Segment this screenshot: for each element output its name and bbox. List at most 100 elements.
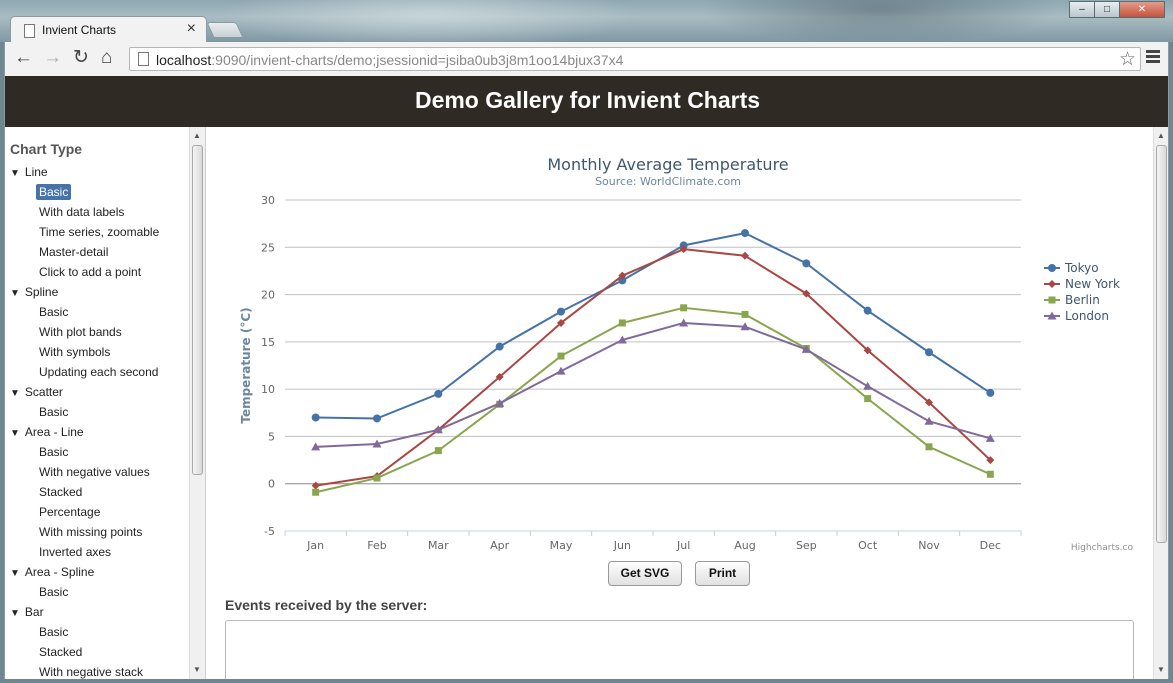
address-bar[interactable]: localhost:9090/invient-charts/demo;jsess… xyxy=(129,47,1141,71)
get-svg-button[interactable]: Get SVG xyxy=(608,561,682,586)
data-point xyxy=(618,271,627,280)
data-point xyxy=(986,470,994,478)
tree-category[interactable]: ▼ Spline xyxy=(10,285,58,299)
expand-arrow-icon[interactable]: ▼ xyxy=(10,428,20,439)
tree-item[interactable]: Updating each second xyxy=(39,365,158,379)
tree-item[interactable]: With symbols xyxy=(39,345,110,359)
tree-item-label: With negative values xyxy=(39,465,150,479)
tree-category[interactable]: ▼ Line xyxy=(10,165,48,179)
tree-item[interactable]: With negative stack xyxy=(39,665,143,679)
tree-item[interactable]: Time series, zoomable xyxy=(39,225,159,239)
url-text[interactable]: localhost:9090/invient-charts/demo;jsess… xyxy=(156,52,623,68)
page-header: Demo Gallery for Invient Charts xyxy=(5,76,1168,127)
y-tick-label: -5 xyxy=(264,525,275,538)
document-icon xyxy=(24,24,35,38)
tree-item[interactable]: Basic xyxy=(39,445,68,459)
tree-category-label: Area - Spline xyxy=(24,565,95,579)
expand-arrow-icon[interactable]: ▼ xyxy=(10,608,20,619)
data-point xyxy=(802,259,811,268)
tree-item[interactable]: With plot bands xyxy=(39,325,122,339)
star-icon[interactable]: ☆ xyxy=(1118,49,1136,70)
data-point xyxy=(434,389,443,398)
chart-credits: Highcharts.co xyxy=(1071,543,1134,553)
expand-arrow-icon[interactable]: ▼ xyxy=(10,168,20,179)
expand-arrow-icon[interactable]: ▼ xyxy=(10,288,20,299)
x-tick-label: May xyxy=(550,539,573,552)
tree-category-label: Spline xyxy=(24,285,59,299)
titlebar-decoration xyxy=(700,0,1060,42)
tree-category[interactable]: ▼ Bar xyxy=(10,605,44,619)
tree-item[interactable]: Basic xyxy=(39,405,68,419)
tree-item[interactable]: Basic xyxy=(39,625,68,639)
tree-item[interactable]: Master-detail xyxy=(39,245,108,259)
maximize-button[interactable]: □ xyxy=(1094,1,1120,18)
tree-item[interactable]: With data labels xyxy=(39,205,124,219)
expand-arrow-icon[interactable]: ▼ xyxy=(10,388,20,399)
data-point xyxy=(680,304,688,312)
page-scrollbar[interactable]: ▲ ▼ xyxy=(1153,127,1168,679)
y-tick-label: 30 xyxy=(261,194,275,207)
y-tick-label: 25 xyxy=(261,241,275,254)
y-tick-label: 5 xyxy=(268,430,275,443)
x-tick-label: Aug xyxy=(734,539,755,552)
tree-category[interactable]: ▼ Area - Line xyxy=(10,425,84,439)
data-point xyxy=(617,335,627,344)
page-icon xyxy=(138,52,149,66)
data-point xyxy=(925,398,933,407)
tree-item[interactable]: Click to add a point xyxy=(39,265,141,279)
data-point xyxy=(311,481,320,490)
tree-item[interactable]: Stacked xyxy=(39,645,82,659)
forward-arrow-icon[interactable]: → xyxy=(43,47,62,68)
data-point xyxy=(495,398,505,407)
sidebar-scroll-thumb[interactable] xyxy=(192,145,203,475)
tree-item-label: Click to add a point xyxy=(39,265,142,279)
tree-item[interactable]: With negative values xyxy=(39,465,150,479)
close-tab-icon[interactable]: × xyxy=(186,20,196,37)
browser-tab[interactable]: Invient Charts × xyxy=(10,16,207,42)
expand-arrow-icon[interactable]: ▼ xyxy=(10,568,20,579)
tree-item[interactable]: Basic xyxy=(39,305,68,319)
home-icon[interactable]: ⌂ xyxy=(101,47,113,68)
legend-entry: Berlin xyxy=(1065,293,1100,307)
data-point xyxy=(741,229,749,238)
y-tick-label: 20 xyxy=(261,289,275,302)
tree-item-label: With symbols xyxy=(39,345,111,359)
tree-item-label: Updating each second xyxy=(39,365,159,379)
menu-icon[interactable] xyxy=(1146,50,1160,64)
data-point xyxy=(495,342,504,351)
tree-item[interactable]: Basic xyxy=(39,585,68,599)
back-arrow-icon[interactable]: ← xyxy=(14,47,33,68)
x-tick-label: Jul xyxy=(676,539,690,552)
data-point xyxy=(986,456,995,465)
tree-item[interactable]: With missing points xyxy=(39,525,142,539)
tree-item[interactable]: Basic xyxy=(36,184,72,200)
legend-marker xyxy=(1048,264,1056,272)
data-point xyxy=(679,318,689,327)
tree-category[interactable]: ▼ Area - Spline xyxy=(10,565,94,579)
tree-category[interactable]: ▼ Scatter xyxy=(10,385,63,399)
page-scroll-thumb[interactable] xyxy=(1156,145,1167,543)
sidebar-scrollbar[interactable]: ▲ ▼ xyxy=(189,127,205,679)
data-point xyxy=(373,414,381,423)
events-log[interactable] xyxy=(225,620,1134,679)
chart-subtitle: Source: WorldClimate.com xyxy=(595,175,741,188)
chart-title: Monthly Average Temperature xyxy=(547,155,788,174)
data-point xyxy=(801,344,811,353)
sidebar-heading: Chart Type xyxy=(10,141,83,157)
minimize-button[interactable]: – xyxy=(1069,1,1095,18)
tree-item[interactable]: Stacked xyxy=(39,485,82,499)
tree-item[interactable]: Inverted axes xyxy=(39,545,111,559)
reload-icon[interactable]: ↻ xyxy=(73,47,89,68)
tree-item-label: Basic xyxy=(39,585,69,599)
x-tick-label: Feb xyxy=(367,539,386,552)
tree-category-label: Area - Line xyxy=(24,425,84,439)
print-button[interactable]: Print xyxy=(695,561,750,586)
tree-item[interactable]: Percentage xyxy=(39,505,100,519)
data-point xyxy=(679,245,688,254)
tree-category-label: Bar xyxy=(24,605,44,619)
window-close-button[interactable]: ✕ xyxy=(1119,1,1165,18)
data-point xyxy=(986,388,995,397)
x-tick-label: Dec xyxy=(980,539,1001,552)
tree-item-label: Stacked xyxy=(39,645,83,659)
tree-item-label: Time series, zoomable xyxy=(39,225,160,239)
